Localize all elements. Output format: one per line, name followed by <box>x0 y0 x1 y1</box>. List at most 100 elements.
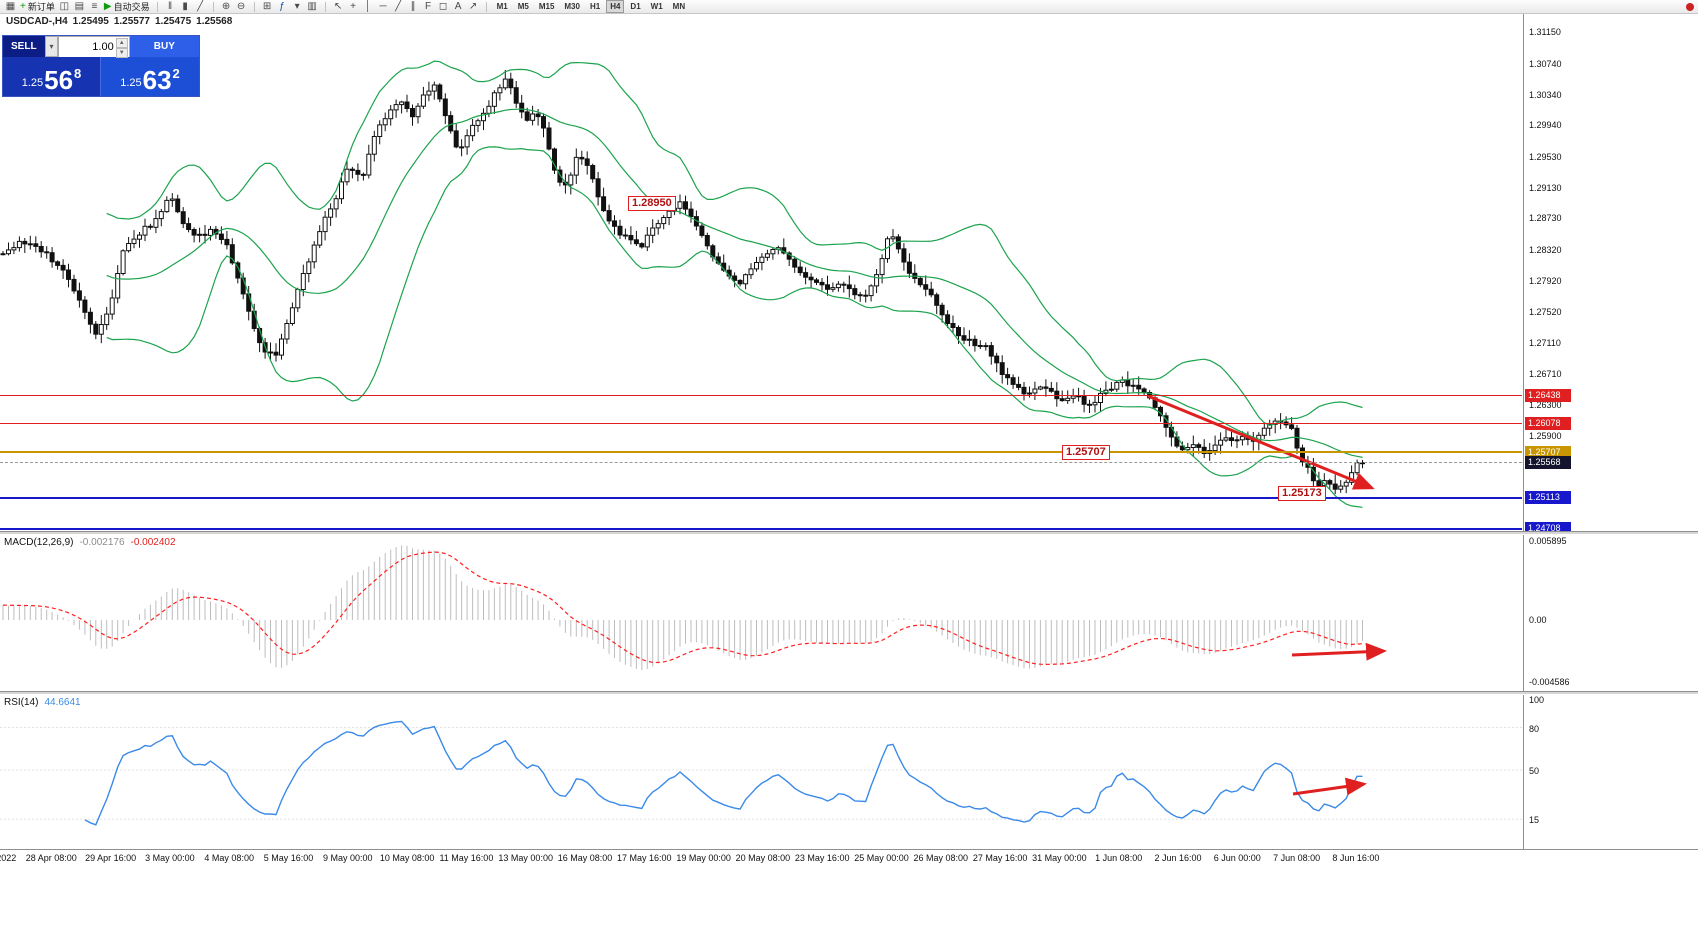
indicators-icon[interactable]: ƒ <box>276 1 289 13</box>
price-axis-box: 1.25707 <box>1525 445 1571 459</box>
chart-symbol: USDCAD-,H4 <box>6 16 68 27</box>
new-order-button[interactable]: + 新订单 <box>19 1 56 13</box>
rsi-axis-label: 50 <box>1529 765 1540 776</box>
buy-price-display[interactable]: 1.25 63 2 <box>101 57 199 96</box>
time-axis-label: 2 Jun 16:00 <box>1154 853 1202 863</box>
time-axis-label: 3 May 00:00 <box>145 853 195 863</box>
price-axis-box: 1.25113 <box>1525 491 1571 505</box>
macd-value-signal: -0.002402 <box>130 537 176 548</box>
text-icon[interactable]: A <box>452 1 465 13</box>
time-axis-label: 16 May 08:00 <box>557 853 613 863</box>
price-axis-box: 1.26438 <box>1525 389 1571 403</box>
periods-icon: ▾ <box>294 0 300 12</box>
sell-price-sup: 8 <box>74 66 82 81</box>
timeframe-button-h1[interactable]: H1 <box>589 2 601 11</box>
rsi-panel-chart[interactable] <box>0 695 1522 849</box>
shapes-icon[interactable]: ◻ <box>437 1 450 13</box>
buy-price-sup: 2 <box>172 66 180 81</box>
horizontal-line-icon[interactable]: ─ <box>377 1 390 13</box>
time-axis-label: 4 May 08:00 <box>204 853 254 863</box>
rsi-value: 44.6641 <box>44 697 81 708</box>
price-axis-label: 1.27520 <box>1529 306 1562 317</box>
price-chart[interactable] <box>0 14 1522 531</box>
price-axis-label: 1.28730 <box>1529 213 1562 224</box>
time-axis-label: 1 Jun 08:00 <box>1095 853 1143 863</box>
tile-windows-icon[interactable]: ⊞ <box>261 1 274 13</box>
timeframe-button-m5[interactable]: M5 <box>517 2 529 11</box>
cursor-icon: ↖ <box>333 0 343 12</box>
price-axis-box: 1.25568 <box>1525 456 1571 470</box>
price-callout[interactable]: 1.28950 <box>628 195 676 211</box>
fibonacci-icon[interactable]: F <box>422 1 435 13</box>
autotrading-button-label: 自动交易 <box>113 1 150 12</box>
panel-resize-separator[interactable] <box>0 691 1698 695</box>
time-axis-label: 5 May 16:00 <box>263 853 314 863</box>
order-type-dropdown[interactable]: ▾ <box>44 36 59 57</box>
cursor-icon[interactable]: ↖ <box>332 1 345 13</box>
chart-window-icon[interactable]: ◫ <box>58 1 71 13</box>
macd-panel-chart[interactable] <box>0 535 1522 691</box>
timeframe-button-m30[interactable]: M30 <box>564 2 580 11</box>
stepper-up-icon[interactable]: ▲ <box>115 38 128 48</box>
sell-price-main: 56 <box>44 65 74 95</box>
time-axis[interactable]: 27 Apr 2022 28 Apr 08:00 29 Apr 16:00 3 May… <box>0 849 1698 867</box>
market-watch-icon[interactable]: ≡ <box>88 1 101 13</box>
zoom-out-icon[interactable]: ⊖ <box>235 1 248 13</box>
price-axis-label: 1.30340 <box>1529 89 1562 100</box>
trendline-icon: ╱ <box>395 0 402 12</box>
bar-chart-icon[interactable]: ‖ <box>164 1 177 13</box>
price-callout[interactable]: 1.25173 <box>1278 486 1326 502</box>
timeframe-button-w1[interactable]: W1 <box>650 2 663 11</box>
price-axis-label: 1.30740 <box>1529 58 1562 69</box>
timeframe-button-mn[interactable]: MN <box>672 2 686 11</box>
timeframe-button-d1[interactable]: D1 <box>630 2 641 11</box>
profiles-icon: ▤ <box>74 0 85 12</box>
time-axis-label: 28 Apr 08:00 <box>25 853 77 863</box>
buy-button[interactable]: BUY <box>129 36 199 57</box>
one-click-trading-panel: SELL ▾ ▲ ▼ BUY 1.25 56 8 1.25 63 2 <box>2 35 200 97</box>
market-watch-icon: ≡ <box>91 0 98 12</box>
price-axis-label: 1.29530 <box>1529 151 1562 162</box>
buy-price-prefix: 1.25 <box>120 77 142 89</box>
candlestick-chart-icon[interactable]: ▮ <box>179 1 192 13</box>
toolbar: ▦ + 新订单 ◫ ▤ ≡ ▶ 自动交易 ‖ ▮ ╱ ⊕ ⊖ ⊞ ƒ ▾ ▥ ↖ + │ ─ ╱ ∥ F ◻ A ↗ M1 M5 M15 M… <box>0 0 1698 14</box>
zoom-in-icon[interactable]: ⊕ <box>220 1 233 13</box>
time-axis-label: 8 Jun 16:00 <box>1332 853 1380 863</box>
timeframe-button-m15[interactable]: M15 <box>538 2 555 11</box>
timeframe-button-h4[interactable]: H4 <box>606 0 625 13</box>
time-axis-label: 9 May 00:00 <box>323 853 373 863</box>
price-axis-label: 1.25900 <box>1529 431 1562 442</box>
time-axis-label: 11 May 16:00 <box>439 853 494 863</box>
line-chart-icon[interactable]: ╱ <box>194 1 207 13</box>
arrows-icon: ↗ <box>468 0 478 12</box>
channel-icon[interactable]: ∥ <box>407 1 420 13</box>
crosshair-icon[interactable]: + <box>347 1 360 13</box>
sell-button[interactable]: SELL <box>3 36 45 57</box>
vertical-line-icon[interactable]: │ <box>362 1 375 13</box>
price-axis-label: 1.31150 <box>1529 27 1561 38</box>
volume-input[interactable] <box>59 37 129 57</box>
periods-icon[interactable]: ▾ <box>291 1 304 13</box>
sell-price-display[interactable]: 1.25 56 8 <box>3 57 101 96</box>
price-axis[interactable]: 1.31150 1.30740 1.30340 1.29940 1.29530 1.291… <box>1523 14 1698 849</box>
trendline-icon[interactable]: ╱ <box>392 1 405 13</box>
indicators-icon: ƒ <box>279 0 285 12</box>
time-axis-label: 6 Jun 00:00 <box>1213 853 1261 863</box>
chart-grid-icon: ▦ <box>5 0 16 12</box>
arrows-icon[interactable]: ↗ <box>467 1 480 13</box>
profiles-icon[interactable]: ▤ <box>73 1 86 13</box>
chart-grid-icon[interactable]: ▦ <box>4 1 17 13</box>
templates-icon[interactable]: ▥ <box>306 1 319 13</box>
price-callout[interactable]: 1.25707 <box>1062 445 1110 460</box>
macd-name: MACD(12,26,9) <box>4 537 74 548</box>
autotrading-button[interactable]: ▶ 自动交易 <box>103 1 151 13</box>
chart-open: 1.25495 <box>72 16 109 27</box>
stepper-down-icon[interactable]: ▼ <box>115 48 128 58</box>
channel-icon: ∥ <box>410 0 416 12</box>
price-axis-label: 1.29130 <box>1529 182 1562 193</box>
timeframe-button-m1[interactable]: M1 <box>496 2 508 11</box>
price-axis-label: 1.29940 <box>1529 120 1562 131</box>
price-axis-label: 1.28320 <box>1529 245 1562 255</box>
panel-resize-separator[interactable] <box>0 531 1698 535</box>
macd-label: MACD(12,26,9) -0.002176 -0.002402 <box>4 537 176 548</box>
